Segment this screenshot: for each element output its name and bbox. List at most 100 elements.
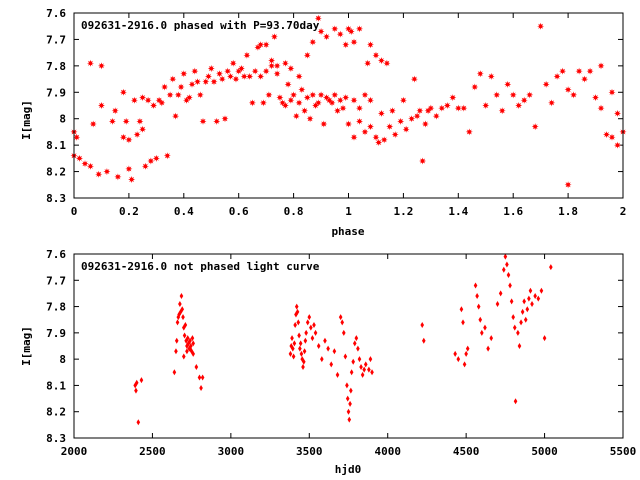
data-point <box>345 120 352 128</box>
data-point <box>332 348 337 355</box>
data-point <box>205 72 212 80</box>
data-point <box>533 293 537 300</box>
data-point <box>309 324 313 331</box>
data-point <box>331 91 339 99</box>
data-point <box>191 350 196 357</box>
data-point <box>295 99 303 107</box>
data-point <box>341 329 346 336</box>
data-point <box>503 253 508 260</box>
data-point <box>359 364 363 371</box>
data-point <box>320 120 328 128</box>
data-point <box>317 91 325 99</box>
data-point <box>542 335 547 342</box>
y-tick-label: 7.8 <box>46 60 66 73</box>
data-point <box>362 366 366 373</box>
data-point <box>76 154 83 162</box>
data-point <box>364 59 372 67</box>
data-point <box>354 335 359 342</box>
data-point <box>177 311 181 318</box>
data-point <box>420 321 425 328</box>
chart-title: 092631-2916.0 phased with P=93.70day <box>81 19 320 32</box>
data-point <box>303 51 311 59</box>
data-point <box>317 28 325 35</box>
data-point <box>207 65 215 72</box>
data-point <box>320 356 324 363</box>
data-point <box>125 136 133 144</box>
data-point <box>410 75 418 83</box>
data-point <box>218 75 226 83</box>
x-tick-label: 4000 <box>374 445 401 458</box>
data-point <box>194 78 201 86</box>
data-point <box>185 94 193 102</box>
data-point <box>296 319 301 326</box>
data-point <box>303 94 311 102</box>
data-point <box>549 264 553 271</box>
data-point <box>259 99 267 107</box>
data-point <box>182 324 186 331</box>
data-point <box>133 131 141 139</box>
data-point <box>180 70 188 78</box>
data-point <box>174 91 182 99</box>
data-point <box>383 59 391 67</box>
data-point <box>443 102 451 109</box>
data-point <box>575 67 583 75</box>
data-point <box>185 348 189 355</box>
data-point <box>592 94 599 102</box>
data-point <box>345 395 350 402</box>
data-point <box>326 345 330 352</box>
data-point <box>432 112 440 120</box>
x-tick-label: 0.4 <box>174 205 194 218</box>
data-point <box>323 33 330 41</box>
data-point <box>103 168 111 176</box>
plot-frame <box>73 253 624 439</box>
y-tick-label: 7.7 <box>46 274 66 287</box>
data-point <box>152 154 160 162</box>
data-point <box>350 133 358 141</box>
data-point <box>125 165 133 173</box>
data-point <box>495 300 500 307</box>
x-tick-label: 2000 <box>61 445 88 458</box>
data-point <box>603 131 610 139</box>
data-point <box>294 311 298 318</box>
data-point <box>314 14 322 22</box>
data-point <box>356 104 363 112</box>
y-tick-label: 7.9 <box>46 86 66 99</box>
axis-ticks: 2000 2500 3000 3500 4000 4500 5000 5500 7.6 7.7 7.… <box>46 248 636 458</box>
data-point <box>196 91 204 99</box>
data-point <box>413 112 421 120</box>
data-point <box>314 99 322 107</box>
data-point <box>257 72 265 80</box>
data-point <box>240 72 248 80</box>
data-point <box>527 295 531 302</box>
data-point <box>292 112 300 120</box>
data-point <box>456 356 461 363</box>
data-point <box>536 295 541 302</box>
data-point <box>361 91 369 99</box>
data-point <box>281 59 289 67</box>
data-point <box>141 162 149 170</box>
data-point <box>349 387 353 394</box>
x-tick-label: 1.4 <box>448 205 468 218</box>
data-point <box>519 319 523 326</box>
data-point <box>498 107 506 115</box>
data-point <box>177 83 185 91</box>
data-point <box>178 308 183 315</box>
data-point <box>229 59 237 67</box>
data-point <box>309 38 317 46</box>
data-point <box>251 67 259 75</box>
x-tick-label: 1.6 <box>503 205 523 218</box>
data-point <box>531 123 539 131</box>
data-point <box>257 41 265 49</box>
data-point <box>476 303 481 310</box>
data-point <box>180 306 185 313</box>
data-point <box>158 99 166 107</box>
data-point <box>380 136 388 144</box>
data-point <box>295 308 300 315</box>
data-point <box>581 75 589 83</box>
data-point <box>182 332 187 339</box>
data-point <box>539 287 544 294</box>
y-tick-label: 7.6 <box>46 248 66 261</box>
data-point <box>386 123 394 131</box>
data-point <box>289 343 294 349</box>
